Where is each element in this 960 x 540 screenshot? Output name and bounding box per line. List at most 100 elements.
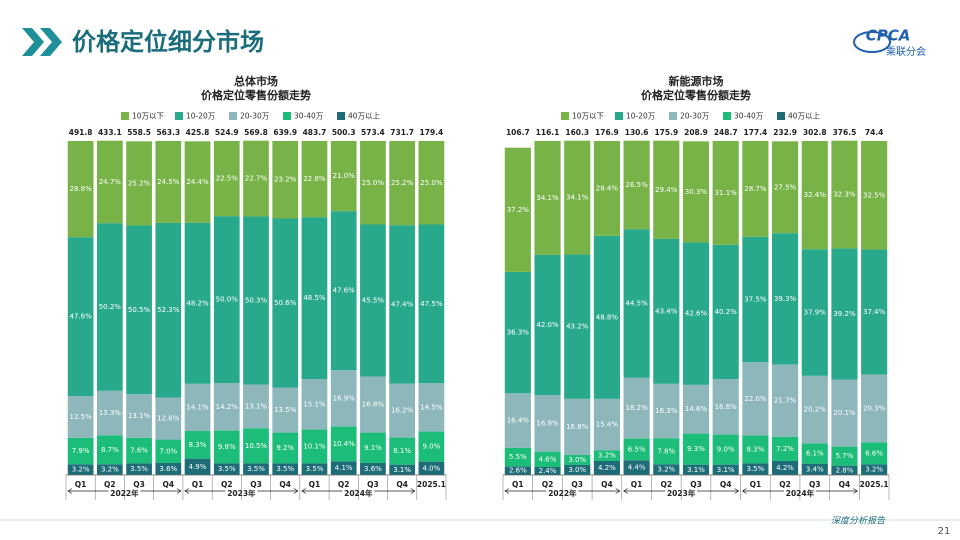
value-label: 34.1%	[566, 194, 589, 202]
bar-segment	[831, 140, 858, 249]
value-label: 10.4%	[333, 440, 356, 448]
group-label: 2023年	[227, 488, 256, 498]
bar-segment	[272, 141, 299, 219]
bar-segment	[418, 383, 445, 432]
legend-swatch	[615, 112, 623, 120]
x-tick-label: Q4	[839, 480, 851, 489]
value-label: 36.3%	[507, 329, 530, 337]
total-label: 179.4	[420, 128, 444, 137]
value-label: 2.4%	[539, 467, 557, 475]
bar-segment	[301, 379, 328, 430]
legend-label: 10-20万	[626, 112, 656, 121]
bar-segment	[564, 140, 591, 255]
x-tick-label: Q4	[279, 480, 291, 489]
value-label: 43.2%	[566, 323, 589, 331]
x-tick-label: Q3	[250, 480, 262, 489]
total-label: 524.9	[215, 128, 239, 137]
legend-swatch	[175, 112, 183, 120]
x-tick-label: Q1	[750, 480, 762, 489]
total-label: 302.8	[803, 128, 827, 137]
x-tick-label: Q4	[720, 480, 732, 489]
bar-segment	[67, 437, 94, 465]
bar-segment	[801, 141, 828, 250]
value-label: 24.4%	[186, 178, 209, 186]
legend-swatch	[669, 112, 677, 120]
bar-segment	[831, 379, 858, 447]
value-label: 13.1%	[128, 412, 151, 420]
value-label: 22.0%	[744, 395, 767, 403]
value-label: 3.5%	[276, 465, 294, 473]
value-label: 37.9%	[804, 309, 827, 317]
value-label: 13.5%	[274, 406, 297, 414]
bar-segment	[742, 362, 769, 436]
legend-label: 30-40万	[734, 112, 764, 121]
value-label: 7.8%	[657, 447, 675, 455]
value-label: 9.1%	[364, 444, 382, 452]
legend-label: 40万以上	[788, 112, 821, 121]
bar-segment	[96, 464, 123, 475]
bar-segment	[126, 225, 152, 395]
value-label: 21.0%	[333, 172, 356, 180]
page-number: 21	[938, 526, 951, 537]
bar-segment	[213, 383, 240, 431]
value-label: 14.1%	[186, 403, 209, 411]
value-label: 37.4%	[863, 308, 886, 316]
value-label: 16.2%	[391, 407, 414, 415]
value-label: 43.4%	[655, 307, 678, 315]
value-label: 10.1%	[303, 442, 326, 450]
total-label: 376.5	[833, 128, 857, 137]
legend-swatch	[283, 112, 291, 120]
value-label: 47.4%	[391, 300, 414, 308]
bar-segment	[360, 462, 386, 475]
group-label: 2024年	[344, 488, 373, 498]
value-label: 42.6%	[685, 310, 708, 318]
total-label: 177.4	[744, 128, 768, 137]
bar-segment	[682, 433, 710, 465]
value-label: 31.1%	[715, 189, 738, 197]
bar-segment	[564, 464, 591, 475]
bar-segment	[301, 141, 328, 218]
total-label: 558.5	[127, 128, 151, 137]
value-label: 8.3%	[746, 445, 764, 453]
chart-subtitle: 价格定位零售份额走势	[201, 88, 311, 102]
bar-segment	[653, 383, 680, 439]
value-label: 16.8%	[362, 401, 385, 409]
bar-segment	[861, 374, 888, 443]
value-label: 25.2%	[128, 179, 151, 187]
bar-segment	[126, 141, 152, 226]
bar-segment	[418, 431, 445, 462]
total-label: 433.1	[98, 128, 122, 137]
bar-segment	[360, 141, 386, 225]
value-label: 15.4%	[596, 421, 619, 429]
bar-segment	[330, 461, 357, 475]
value-label: 3.0%	[568, 466, 586, 474]
bar-segment	[682, 242, 710, 385]
value-label: 10.5%	[245, 442, 268, 450]
x-tick-label: Q4	[396, 480, 408, 489]
value-label: 8.1%	[393, 447, 411, 455]
value-label: 3.2%	[657, 466, 675, 474]
bar-segment	[861, 249, 888, 375]
value-label: 50.6%	[274, 299, 297, 307]
value-label: 3.1%	[687, 466, 705, 474]
value-label: 3.2%	[101, 466, 119, 474]
bar-segment	[742, 141, 769, 237]
value-label: 9.8%	[218, 443, 236, 451]
value-label: 9.0%	[422, 443, 440, 451]
value-label: 15.1%	[303, 400, 326, 408]
total-label: 425.8	[186, 128, 210, 137]
bar-segment	[67, 464, 94, 475]
value-label: 7.9%	[72, 447, 90, 455]
x-tick-label: Q2	[104, 480, 116, 489]
bar-segment	[155, 462, 182, 475]
value-label: 4.2%	[776, 464, 794, 472]
value-label: 12.5%	[69, 413, 92, 421]
value-label: 32.4%	[804, 191, 827, 199]
bar-segment	[623, 438, 650, 461]
legend-label: 20-30万	[680, 112, 710, 121]
total-label: 116.1	[536, 128, 560, 137]
bar-segment	[96, 390, 123, 436]
bar-segment	[213, 141, 240, 217]
value-label: 20.3%	[863, 404, 886, 412]
value-label: 47.6%	[69, 313, 92, 321]
